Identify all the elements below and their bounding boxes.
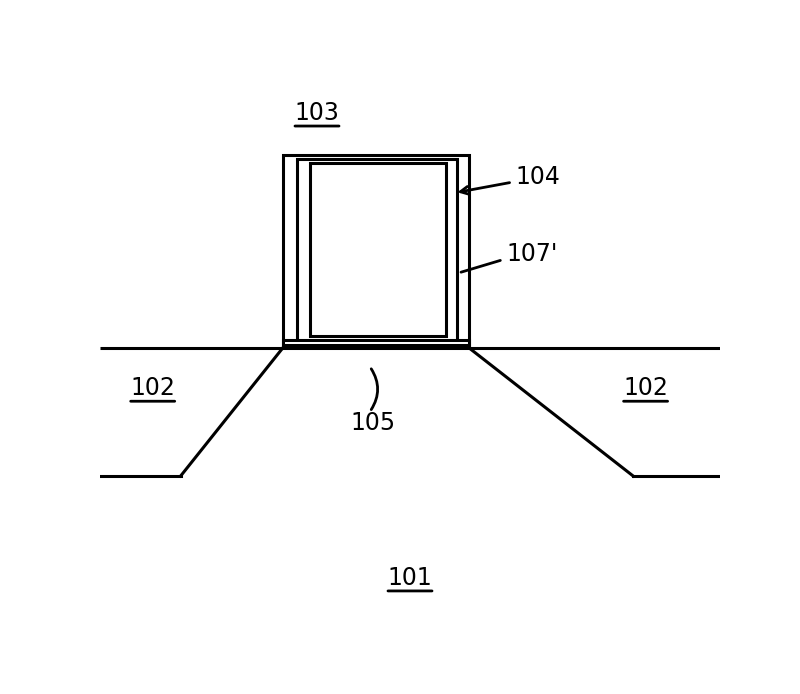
Text: 106: 106 xyxy=(344,242,389,266)
Text: 102: 102 xyxy=(130,376,175,400)
Text: 103: 103 xyxy=(294,101,339,125)
Polygon shape xyxy=(297,159,457,341)
Text: 104: 104 xyxy=(515,164,560,189)
Polygon shape xyxy=(283,155,469,348)
Polygon shape xyxy=(310,164,446,336)
Text: 102: 102 xyxy=(623,376,668,400)
Text: 107': 107' xyxy=(506,242,558,266)
Text: 101: 101 xyxy=(388,566,432,590)
Polygon shape xyxy=(283,340,469,345)
Text: 105: 105 xyxy=(350,411,395,434)
